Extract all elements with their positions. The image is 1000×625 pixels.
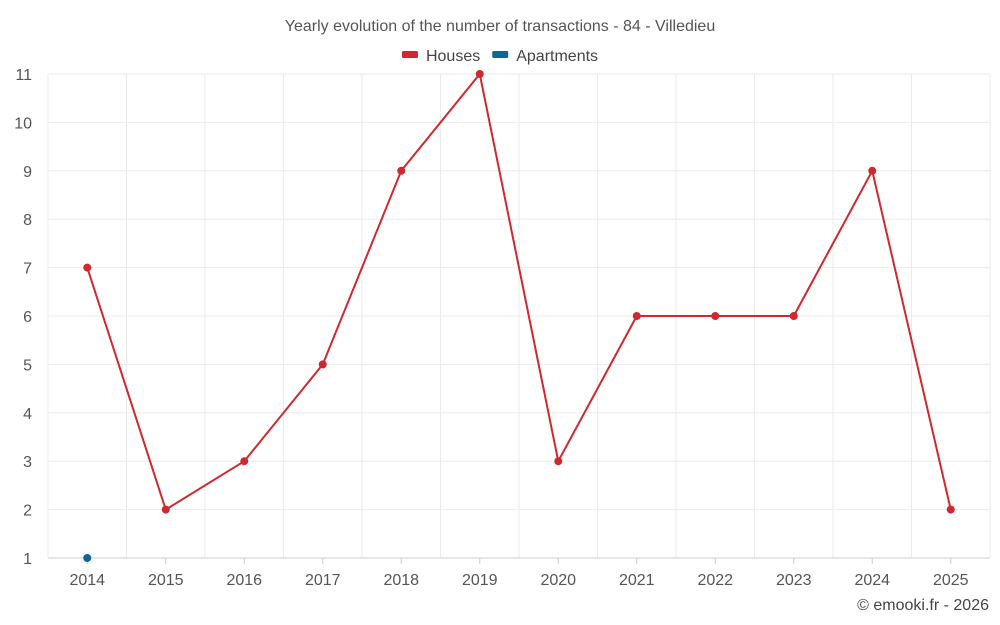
- data-point-houses[interactable]: [240, 457, 249, 466]
- x-tick-label: 2017: [305, 572, 341, 589]
- x-tick-label: 2014: [69, 572, 105, 589]
- x-tick-label: 2016: [226, 572, 262, 589]
- data-point-houses[interactable]: [946, 505, 955, 514]
- y-tick-label: 11: [15, 67, 32, 84]
- data-point-houses[interactable]: [83, 263, 92, 272]
- x-tick-label: 2024: [854, 572, 890, 589]
- data-point-houses[interactable]: [161, 505, 170, 514]
- x-tick-label: 2019: [462, 572, 498, 589]
- credit-text: © emooki.fr - 2026: [857, 597, 989, 614]
- chart-title: Yearly evolution of the number of transa…: [285, 18, 715, 35]
- y-tick-label: 10: [14, 115, 32, 132]
- data-point-apartments[interactable]: [83, 554, 92, 562]
- grid: [47, 73, 991, 558]
- data-point-houses[interactable]: [632, 312, 641, 320]
- data-point-houses[interactable]: [475, 70, 484, 78]
- data-point-houses[interactable]: [554, 457, 563, 466]
- y-tick-label: 6: [23, 309, 32, 326]
- legend-swatch-apartments: [492, 51, 509, 58]
- x-tick-label: 2021: [619, 572, 655, 589]
- x-tick-label: 2020: [540, 572, 576, 589]
- x-tick-label: 2023: [776, 572, 812, 589]
- y-tick-label: 8: [23, 212, 32, 229]
- y-tick-label: 4: [23, 406, 32, 423]
- data-point-houses[interactable]: [789, 312, 798, 320]
- x-tick-label: 2022: [697, 572, 733, 589]
- x-tick-label: 2018: [383, 572, 419, 589]
- series-line-houses: [86, 73, 952, 511]
- y-tick-label: 9: [23, 164, 32, 181]
- x-tick-label: 2015: [148, 572, 184, 589]
- series-layer: [83, 70, 955, 562]
- data-point-houses[interactable]: [711, 312, 720, 320]
- legend-swatch-houses: [401, 51, 418, 58]
- y-tick-label: 3: [23, 454, 32, 471]
- data-point-houses[interactable]: [397, 166, 406, 175]
- x-tick-label: 2025: [933, 572, 969, 589]
- legend: Houses Apartments: [401, 48, 598, 65]
- axes: 1 2 3 4 5 6 7 8 9 10 11 2014 2015 2016 2017 2018 2019 202…: [14, 67, 990, 589]
- legend-label-houses[interactable]: Houses: [426, 48, 480, 65]
- data-point-houses[interactable]: [318, 360, 327, 369]
- y-tick-label: 1: [23, 551, 32, 568]
- y-tick-label: 2: [23, 503, 32, 520]
- data-point-houses[interactable]: [868, 166, 877, 175]
- y-tick-label: 7: [23, 261, 32, 278]
- legend-label-apartments[interactable]: Apartments: [516, 48, 598, 65]
- y-tick-label: 5: [23, 357, 32, 374]
